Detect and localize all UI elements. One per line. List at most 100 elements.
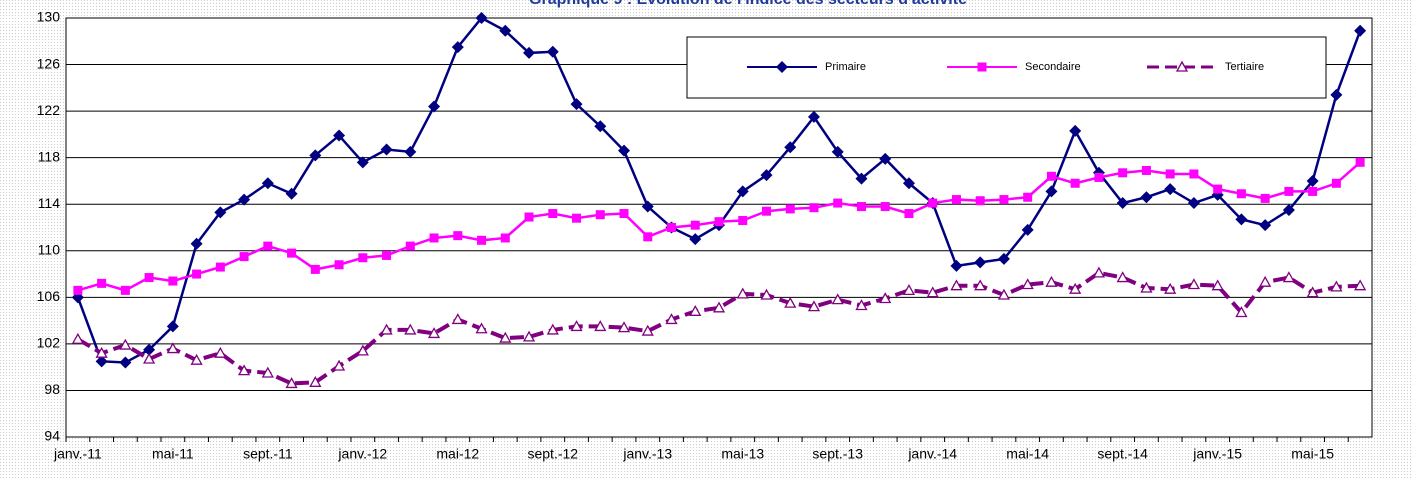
marker [451, 313, 464, 325]
marker [1260, 193, 1270, 203]
marker [120, 285, 130, 295]
marker [380, 143, 393, 156]
y-tick-label: 102 [37, 335, 61, 351]
marker [902, 177, 915, 190]
marker [237, 364, 251, 376]
marker [1189, 169, 1199, 179]
marker [1187, 278, 1201, 290]
marker [119, 356, 132, 369]
marker [950, 279, 963, 291]
marker [499, 24, 512, 37]
marker [1164, 183, 1177, 196]
marker [143, 343, 156, 356]
marker [975, 196, 985, 206]
marker [1213, 184, 1223, 194]
marker [784, 296, 797, 308]
x-tick-label: sept.-13 [812, 446, 863, 462]
x-tick-label: janv.-14 [907, 446, 957, 462]
marker [1116, 197, 1129, 210]
marker [1235, 306, 1248, 318]
marker [97, 278, 107, 288]
marker [1235, 213, 1248, 226]
marker [71, 332, 84, 344]
marker [928, 198, 938, 208]
marker [879, 152, 892, 165]
marker [380, 323, 393, 335]
y-tick-label: 106 [37, 288, 61, 304]
legend-label: Secondaire [1025, 61, 1081, 73]
marker [809, 203, 819, 213]
marker [690, 220, 700, 230]
marker [951, 195, 961, 205]
marker [214, 206, 227, 219]
chart-title: Graphique 9 : Évolution de l'indice des … [529, 0, 967, 8]
marker [333, 129, 346, 142]
y-tick-label: 98 [44, 381, 60, 397]
y-tick-label: 126 [37, 55, 61, 71]
marker [477, 235, 487, 245]
marker [784, 141, 797, 154]
marker [689, 304, 702, 316]
marker [1023, 192, 1033, 202]
marker [332, 359, 346, 371]
x-tick-label: mai-14 [1006, 446, 1049, 462]
x-tick-label: mai-12 [436, 446, 479, 462]
marker [1021, 223, 1034, 236]
marker [263, 241, 273, 251]
marker [285, 187, 298, 200]
x-tick-label: sept.-12 [527, 446, 578, 462]
marker [689, 233, 702, 246]
x-tick-label: mai-11 [152, 446, 194, 462]
marker [309, 149, 322, 162]
marker [261, 177, 274, 190]
marker [453, 231, 463, 241]
marker [643, 232, 653, 242]
marker [144, 273, 154, 283]
marker [1141, 165, 1151, 175]
marker [1354, 24, 1367, 37]
y-tick-label: 122 [37, 102, 61, 118]
marker [641, 324, 654, 336]
x-tick-label: sept.-11 [243, 446, 293, 462]
marker [712, 301, 726, 313]
marker [594, 320, 607, 332]
marker [428, 100, 441, 113]
marker [500, 233, 510, 243]
marker [594, 120, 607, 133]
marker [1045, 185, 1058, 198]
legend-label: Tertiaire [1225, 61, 1264, 73]
marker [833, 198, 843, 208]
marker [356, 156, 369, 169]
marker [95, 355, 108, 368]
marker [1211, 279, 1224, 291]
marker [880, 202, 890, 212]
marker [524, 212, 534, 222]
marker [1140, 281, 1153, 293]
marker [1140, 191, 1153, 204]
marker [95, 346, 108, 358]
marker [166, 320, 179, 333]
marker [548, 209, 558, 219]
marker [1092, 266, 1106, 278]
marker [760, 169, 773, 182]
marker [190, 237, 203, 250]
marker [546, 45, 559, 58]
marker [974, 279, 987, 291]
marker [1187, 197, 1200, 210]
marker [1021, 278, 1034, 290]
marker [1331, 178, 1341, 188]
marker [776, 61, 788, 73]
y-tick-label: 110 [38, 241, 61, 257]
marker [1259, 219, 1272, 232]
marker [855, 299, 868, 311]
marker [595, 210, 605, 220]
marker [334, 260, 344, 270]
marker [761, 206, 771, 216]
marker [997, 252, 1010, 265]
marker [619, 209, 629, 219]
y-tick-label: 118 [38, 148, 61, 164]
marker [214, 346, 227, 358]
marker [855, 172, 868, 185]
x-tick-label: sept.-14 [1097, 446, 1148, 462]
